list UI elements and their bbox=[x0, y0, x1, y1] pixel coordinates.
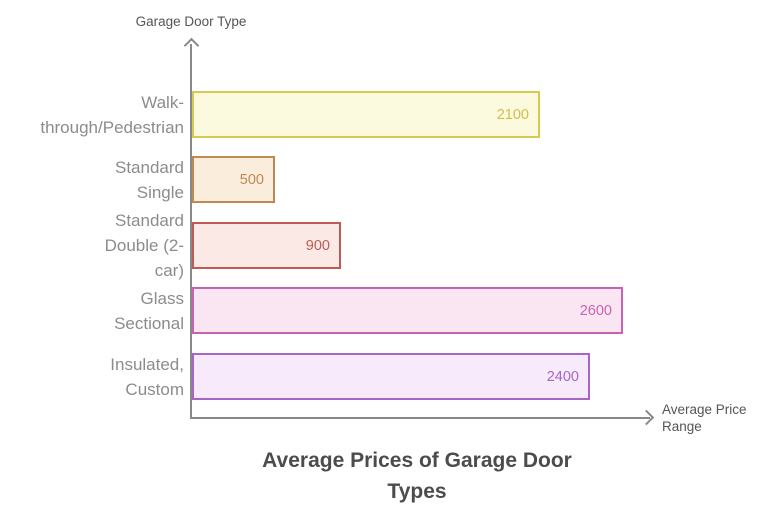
chart-title: Average Prices of Garage Door Types bbox=[262, 449, 572, 503]
bar-glass-sectional: 2600 bbox=[192, 287, 623, 334]
category-label-glass-sectional: Glass Sectional bbox=[114, 288, 184, 333]
bar-value-label: 500 bbox=[239, 171, 264, 188]
category-label-standard-single: Standard Single bbox=[115, 157, 184, 202]
category-label-standard-double: Standard Double (2- car) bbox=[104, 211, 184, 280]
y-axis-arrow-icon bbox=[183, 37, 200, 54]
bar-value-label: 2600 bbox=[579, 302, 612, 319]
y-axis-line bbox=[190, 44, 192, 419]
bar-row: Standard Single 500 bbox=[0, 156, 774, 203]
bar-standard-double: 900 bbox=[192, 222, 341, 269]
category-label-walk-through-pedestrian: Walk- through/Pedestrian bbox=[40, 92, 184, 137]
x-axis-title: Average Price Range bbox=[662, 402, 747, 434]
category-label-insulated-custom: Insulated, Custom bbox=[110, 354, 184, 399]
bar-row: Standard Double (2- car) 900 bbox=[0, 211, 774, 280]
x-axis-line bbox=[191, 417, 650, 419]
bar-row: Walk- through/Pedestrian 2100 bbox=[0, 91, 774, 138]
bar-value-label: 900 bbox=[305, 237, 330, 254]
bar-standard-single: 500 bbox=[192, 156, 275, 203]
y-axis-title: Garage Door Type bbox=[135, 14, 247, 29]
bar-row: Insulated, Custom 2400 bbox=[0, 353, 774, 400]
bar-value-label: 2400 bbox=[546, 368, 579, 385]
bar-value-label: 2100 bbox=[496, 106, 529, 123]
bar-walk-through-pedestrian: 2100 bbox=[192, 91, 540, 138]
x-axis-arrow-icon bbox=[638, 409, 655, 426]
bar-insulated-custom: 2400 bbox=[192, 353, 590, 400]
bar-row: Glass Sectional 2600 bbox=[0, 287, 774, 334]
